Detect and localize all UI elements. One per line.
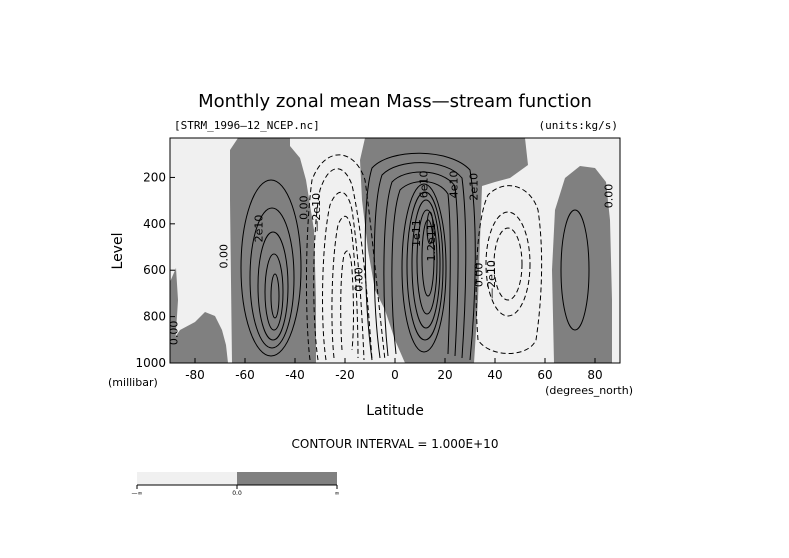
contour-value-label: —2e10: [310, 193, 323, 232]
contour-value-label: 0.00: [298, 195, 311, 220]
northern-polar-contours: [560, 209, 590, 331]
contour-value-label: 0.00: [168, 321, 181, 346]
y-tick-label: 600: [143, 263, 166, 277]
units-label: (units:kg/s): [539, 119, 618, 132]
y-axis-label: Level: [110, 233, 126, 270]
plot-area: [170, 138, 620, 363]
southern-cell-contours: [240, 179, 302, 357]
x-tick-label: 20: [437, 368, 452, 382]
y-axis-ticks: 200 400 600 800 1000: [135, 170, 175, 370]
legend-label-pos-inf: ∞: [335, 490, 340, 497]
legend-swatch-negative: [137, 472, 237, 485]
chart-title: Monthly zonal mean Mass—stream function: [198, 91, 592, 112]
legend-swatch-positive: [237, 472, 337, 485]
x-tick-label: -40: [285, 368, 305, 382]
x-units-label: (degrees_north): [545, 384, 633, 397]
legend-colorbar: —∞ 0.0 ∞: [132, 472, 340, 497]
x-tick-label: -80: [185, 368, 205, 382]
positive-region-hadley: [360, 138, 528, 363]
y-tick-label: 400: [143, 217, 166, 231]
y-tick-label: 200: [143, 170, 166, 184]
contour-interval-label: CONTOUR INTERVAL = 1.000E+10: [292, 437, 499, 451]
x-tick-label: -20: [335, 368, 355, 382]
source-file-label: [STRM_1996—12_NCEP.nc]: [174, 119, 320, 132]
x-tick-label: 80: [587, 368, 602, 382]
legend-label-neg-inf: —∞: [132, 490, 143, 497]
contour-value-label: 2e10: [468, 173, 481, 201]
x-axis-label: Latitude: [366, 403, 424, 419]
contour-value-label: 0.00: [218, 244, 231, 269]
positive-region-northern: [552, 166, 612, 363]
x-tick-label: -60: [235, 368, 255, 382]
x-tick-label: 0: [391, 368, 399, 382]
contour-value-label: 1.2e11: [425, 223, 438, 261]
contour-value-label: 0.00: [473, 263, 486, 288]
y-tick-label: 1000: [135, 356, 166, 370]
x-tick-label: 40: [487, 368, 502, 382]
northern-ferrel-contours: [475, 185, 543, 354]
contour-value-label: 0.00: [603, 184, 616, 209]
contour-value-label: 6e10: [418, 171, 431, 199]
contour-value-label: 2e10: [253, 215, 266, 243]
contour-value-label: 1e11: [410, 219, 423, 247]
hadley-cell-contours: [364, 152, 476, 361]
x-axis-ticks: -80 -60 -40 -20 0 20 40 60 80: [185, 358, 603, 382]
y-tick-label: 800: [143, 310, 166, 324]
y-units-label: (millibar): [108, 376, 158, 389]
positive-region-sw-corner: [170, 268, 178, 363]
contour-value-label: 4e10: [448, 171, 461, 199]
legend-label-zero: 0.0: [232, 490, 242, 497]
contour-value-label: —2e10: [485, 260, 498, 299]
x-tick-label: 60: [537, 368, 552, 382]
contour-value-label: 0.00: [353, 267, 366, 292]
positive-region-sw-bump: [170, 312, 228, 363]
